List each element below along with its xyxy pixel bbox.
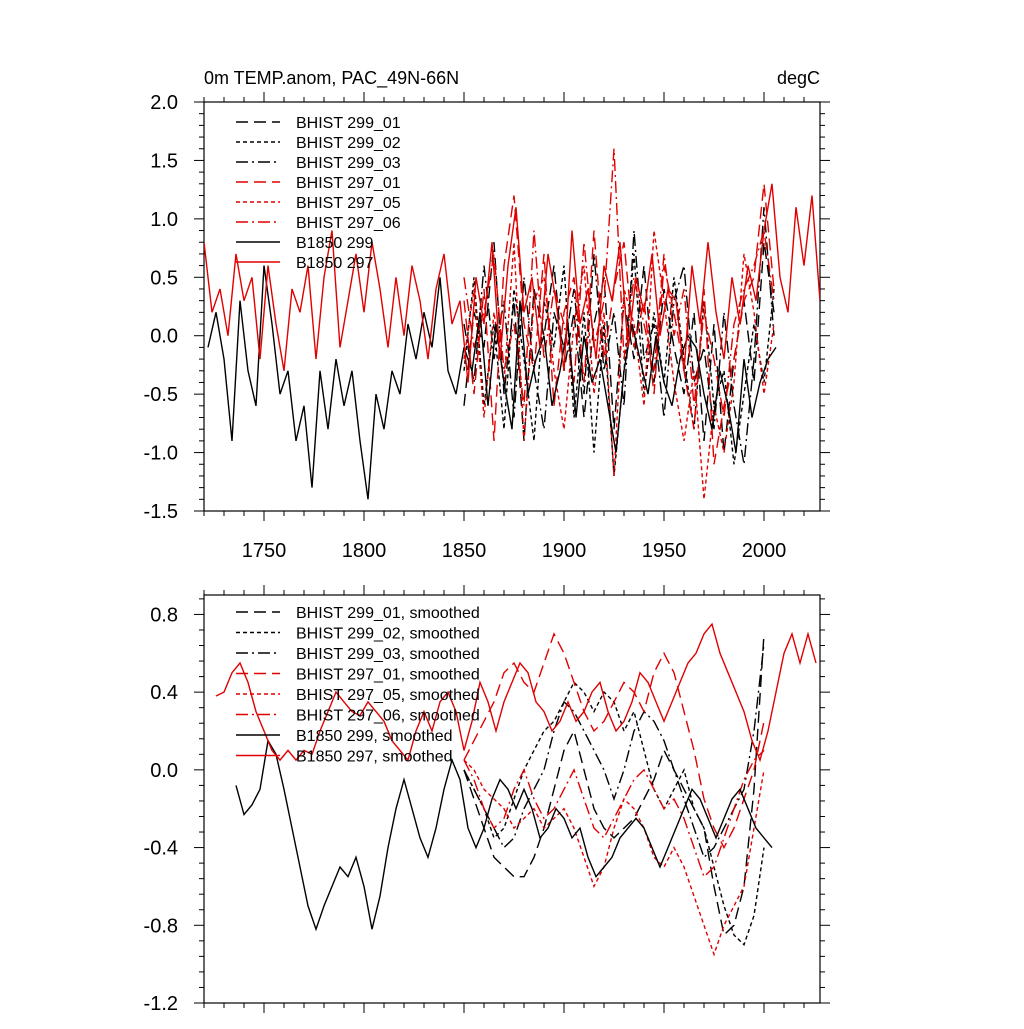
plot-frame — [203, 594, 821, 1004]
y-tick-label: -0.4 — [144, 838, 178, 860]
y-tick-label: -1.2 — [144, 993, 178, 1015]
series-line — [463, 207, 775, 465]
x-tick-label: 1950 — [642, 540, 687, 562]
legend-label: BHIST 299_03, smoothed — [296, 646, 480, 663]
y-tick-label: -1.5 — [144, 501, 178, 523]
y-tick-label: -0.5 — [144, 384, 178, 406]
legend-label: B1850 299 — [296, 235, 374, 252]
series-line — [463, 632, 765, 850]
legend-label: BHIST 297_05 — [296, 195, 401, 212]
series-line — [463, 230, 775, 500]
series-line — [207, 265, 777, 500]
plot-frame — [203, 101, 821, 512]
bottom-panel: -1.2 -0.8 -0.4 0.0 0.4 0.8 BHIST 299_01, smoot… — [144, 585, 830, 1015]
y-tick-label: -0.8 — [144, 915, 178, 937]
series-line — [463, 633, 765, 937]
x-tick-label: 1850 — [442, 540, 487, 562]
chart-title: 0m TEMP.anom, PAC_49N-66N — [204, 68, 459, 89]
y-tick-label: 1.5 — [150, 150, 178, 172]
x-tick-label: 1800 — [342, 540, 387, 562]
series-line — [463, 183, 775, 465]
y-tick-label: 1.0 — [150, 209, 178, 231]
y-tick-label: 0.0 — [150, 326, 178, 348]
legend-label: BHIST 299_01, smoothed — [296, 605, 480, 622]
x-tick-label: 1900 — [542, 540, 587, 562]
y-tick-label: 0.5 — [150, 267, 178, 289]
top-panel: 0m TEMP.anom, PAC_49N-66N degC 1750 1800 185… — [144, 68, 830, 562]
series-line — [215, 622, 817, 763]
series-line — [463, 242, 775, 453]
legend-label: BHIST 299_01 — [296, 115, 401, 132]
y-tick-label: 0.8 — [150, 604, 178, 626]
x-tick-label: 2000 — [742, 540, 787, 562]
series-line — [463, 749, 765, 878]
legend-label: BHIST 297_06, smoothed — [296, 708, 480, 725]
legend-label: BHIST 297_01 — [296, 175, 401, 192]
series-line — [463, 759, 765, 957]
legend-label: B1850 299, smoothed — [296, 728, 453, 745]
x-tick-label: 1750 — [242, 540, 287, 562]
legend-label: B1850 297, smoothed — [296, 749, 453, 766]
y-tick-label: 0.4 — [150, 682, 178, 704]
legend-label: BHIST 299_02, smoothed — [296, 626, 480, 643]
y-tick-label: 0.0 — [150, 760, 178, 782]
units-label: degC — [777, 68, 820, 88]
legend-label: BHIST 297_01, smoothed — [296, 667, 480, 684]
legend-label: BHIST 297_05, smoothed — [296, 687, 480, 704]
series-line — [235, 738, 773, 932]
legend-label: BHIST 299_03 — [296, 155, 401, 172]
legend-label: B1850 297 — [296, 255, 374, 272]
legend-label: BHIST 297_06 — [296, 215, 401, 232]
series-line — [463, 681, 765, 946]
series-line — [463, 643, 765, 859]
y-tick-label: -1.0 — [144, 443, 178, 465]
legend-label: BHIST 299_02 — [296, 135, 401, 152]
y-tick-label: 2.0 — [150, 92, 178, 114]
series-line — [204, 183, 820, 383]
